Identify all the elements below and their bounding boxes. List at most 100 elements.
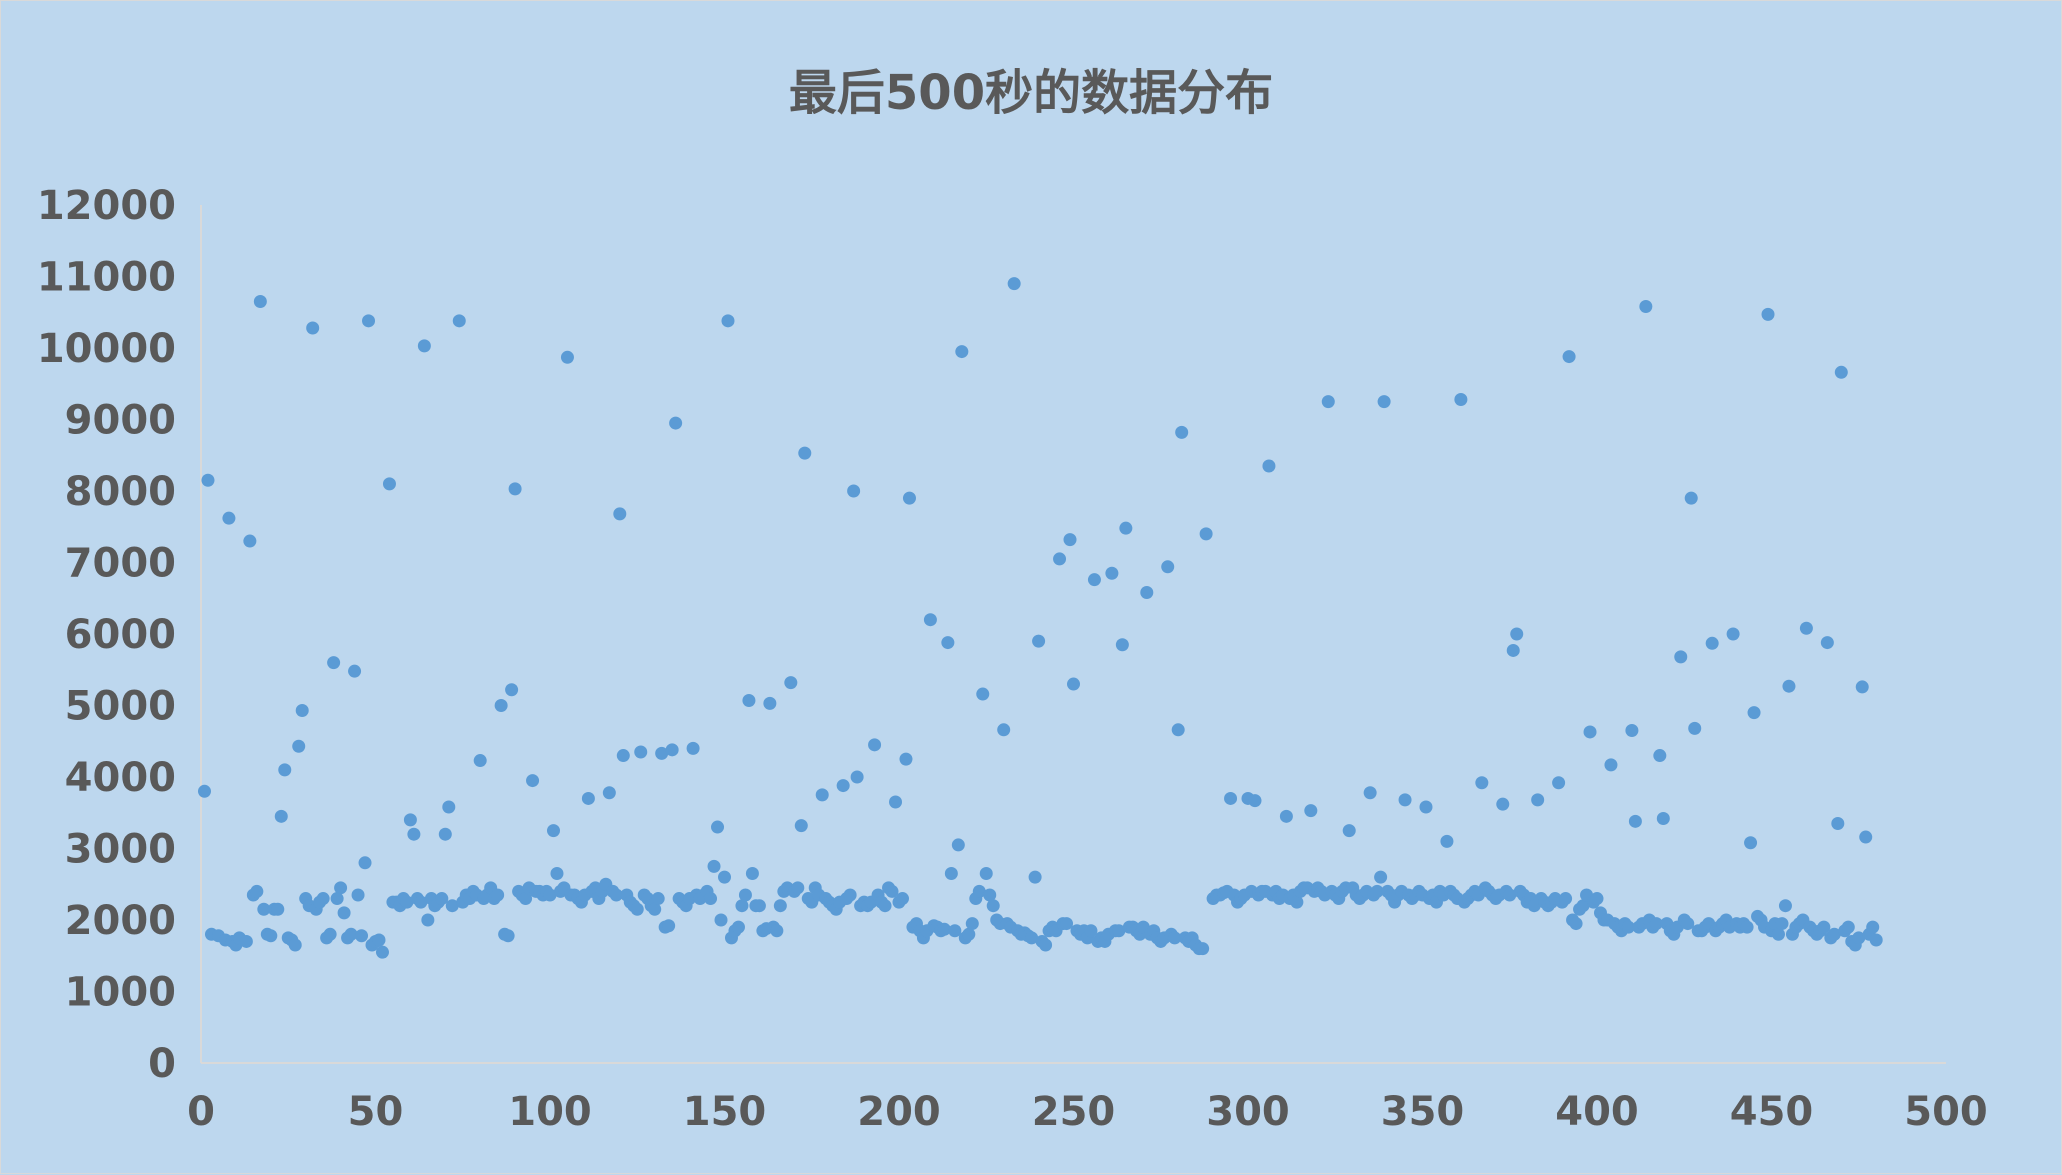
- x-tick-label: 200: [857, 1089, 941, 1135]
- y-tick-label: 7000: [65, 541, 176, 587]
- data-point: [543, 888, 557, 902]
- data-point: [505, 683, 519, 697]
- data-point: [1279, 809, 1293, 823]
- y-tick-label: 11000: [37, 255, 176, 301]
- data-point: [344, 927, 358, 941]
- x-tick-label: 50: [348, 1089, 404, 1135]
- data-point: [1747, 706, 1761, 720]
- data-point: [417, 339, 431, 353]
- data-point: [847, 484, 861, 498]
- y-tick-label: 1000: [65, 970, 176, 1016]
- data-point: [1262, 459, 1276, 473]
- data-point: [1039, 938, 1053, 952]
- data-point: [1398, 793, 1412, 807]
- data-point: [1583, 725, 1597, 739]
- data-point: [1852, 931, 1866, 945]
- data-point: [362, 314, 376, 328]
- data-point: [902, 491, 916, 505]
- data-point: [889, 795, 903, 809]
- data-point: [1653, 749, 1667, 763]
- data-point: [257, 902, 271, 916]
- data-point: [791, 881, 805, 895]
- data-point: [738, 888, 752, 902]
- data-point: [1454, 392, 1468, 406]
- data-point: [1224, 791, 1238, 805]
- chart-title: 最后500秒的数据分布: [788, 65, 1274, 121]
- data-point: [1028, 870, 1042, 884]
- data-point: [735, 899, 749, 913]
- data-point: [550, 867, 564, 881]
- data-point: [292, 739, 306, 753]
- x-tick-label: 350: [1381, 1089, 1465, 1135]
- data-point: [274, 809, 288, 823]
- data-point: [197, 784, 211, 798]
- x-tick-label: 0: [187, 1089, 215, 1135]
- data-point: [763, 696, 777, 710]
- data-point: [372, 933, 386, 947]
- data-point: [850, 770, 864, 784]
- data-point: [1656, 811, 1670, 825]
- data-point: [815, 788, 829, 802]
- data-point: [414, 895, 428, 909]
- data-point: [271, 902, 285, 916]
- data-point: [1440, 834, 1454, 848]
- data-point: [798, 446, 812, 460]
- data-point: [1834, 365, 1848, 379]
- data-point: [965, 917, 979, 931]
- data-point: [295, 704, 309, 718]
- data-point: [704, 892, 718, 906]
- data-point: [382, 477, 396, 491]
- data-point: [546, 824, 560, 838]
- data-point: [1531, 793, 1545, 807]
- data-point: [1063, 533, 1077, 547]
- data-point: [1363, 786, 1377, 800]
- data-point: [1475, 776, 1489, 790]
- y-tick-label: 0: [148, 1041, 176, 1087]
- data-point: [250, 884, 264, 898]
- data-point: [948, 924, 962, 938]
- data-point: [1370, 884, 1384, 898]
- data-point: [794, 819, 808, 833]
- data-point: [843, 888, 857, 902]
- data-point: [1569, 917, 1583, 931]
- data-point: [351, 888, 365, 902]
- data-point: [442, 800, 456, 814]
- data-point: [253, 295, 267, 309]
- data-point: [1684, 491, 1698, 505]
- data-point: [1342, 824, 1356, 838]
- data-point: [662, 919, 676, 933]
- data-point: [1681, 917, 1695, 931]
- data-point: [711, 820, 725, 834]
- data-point: [1112, 924, 1126, 938]
- data-point: [651, 892, 665, 906]
- data-point: [1161, 560, 1175, 574]
- data-point: [962, 927, 976, 941]
- data-point: [630, 902, 644, 916]
- data-point: [473, 754, 487, 768]
- data-point: [1782, 679, 1796, 693]
- data-point: [501, 929, 515, 943]
- data-point: [1168, 931, 1182, 945]
- data-point: [1859, 830, 1873, 844]
- data-point: [718, 870, 731, 884]
- data-point: [1649, 917, 1663, 931]
- data-point: [878, 899, 892, 913]
- data-point: [731, 920, 745, 934]
- data-point: [752, 899, 766, 913]
- data-point: [983, 888, 997, 902]
- data-point: [1827, 927, 1841, 941]
- data-point: [1304, 804, 1318, 818]
- data-point: [742, 693, 756, 707]
- data-point: [770, 924, 784, 938]
- data-point: [1374, 870, 1388, 884]
- data-point: [648, 902, 662, 916]
- data-point: [1576, 899, 1590, 913]
- data-point: [403, 813, 417, 827]
- data-point: [1506, 643, 1520, 657]
- data-point: [1552, 776, 1566, 790]
- data-point: [1771, 927, 1785, 941]
- data-point: [616, 749, 630, 763]
- data-point: [407, 827, 421, 841]
